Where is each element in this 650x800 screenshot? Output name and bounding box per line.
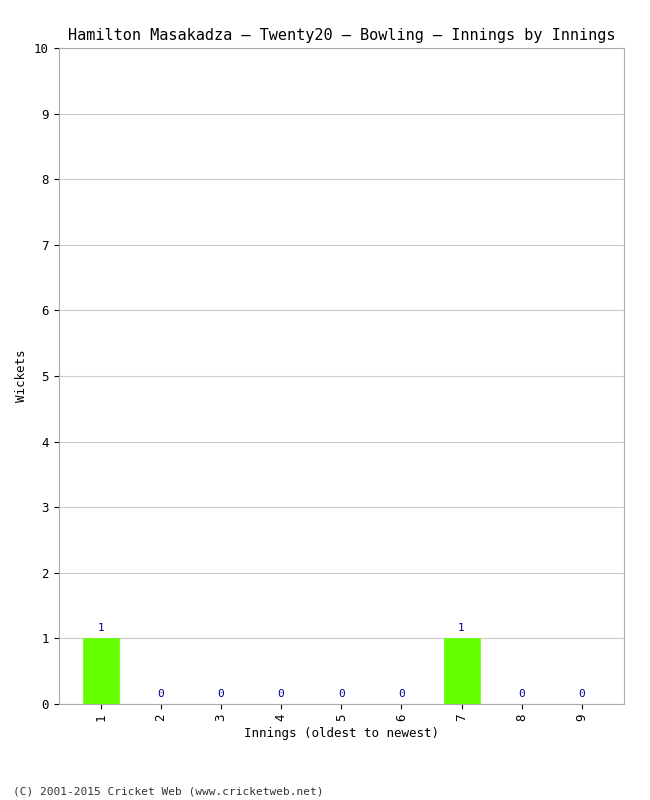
Text: (C) 2001-2015 Cricket Web (www.cricketweb.net): (C) 2001-2015 Cricket Web (www.cricketwe… <box>13 786 324 796</box>
Text: 0: 0 <box>398 689 405 698</box>
Y-axis label: Wickets: Wickets <box>15 350 28 402</box>
Text: 0: 0 <box>157 689 164 698</box>
Bar <box>83 638 119 704</box>
X-axis label: Innings (oldest to newest): Innings (oldest to newest) <box>244 726 439 740</box>
Text: 0: 0 <box>278 689 285 698</box>
Text: 0: 0 <box>338 689 344 698</box>
Text: 1: 1 <box>98 623 104 633</box>
Text: 0: 0 <box>578 689 585 698</box>
Text: 0: 0 <box>518 689 525 698</box>
Title: Hamilton Masakadza – Twenty20 – Bowling – Innings by Innings: Hamilton Masakadza – Twenty20 – Bowling … <box>68 28 615 42</box>
Text: 1: 1 <box>458 623 465 633</box>
Bar <box>443 638 480 704</box>
Text: 0: 0 <box>218 689 224 698</box>
